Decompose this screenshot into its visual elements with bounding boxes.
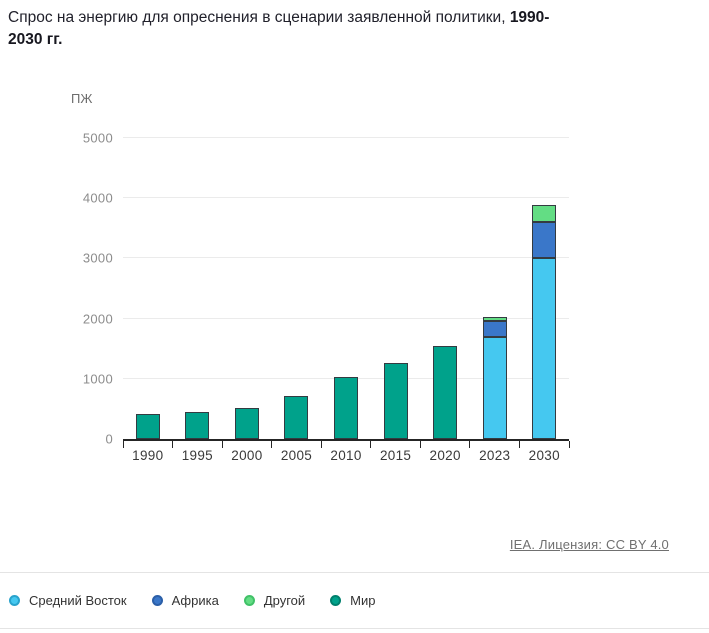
x-axis-label: 1995 <box>181 448 213 463</box>
legend-item-label: Другой <box>263 593 306 608</box>
chart-title-years: 1990-2030 гг. <box>8 9 550 48</box>
x-axis-labels: 1990 1995 2000 2005 2010 2015 2020 2023 2030 <box>123 448 569 463</box>
y-axis-tick-label: 0 <box>105 431 113 447</box>
bar-segment-2023[interactable] <box>482 337 507 439</box>
x-axis-label: 2000 <box>231 448 263 463</box>
bar-stack <box>234 408 259 439</box>
bar-segment-2015[interactable] <box>383 363 408 439</box>
plot-area <box>122 137 570 448</box>
y-axis-tick-label: 3000 <box>82 250 113 266</box>
bar-stack <box>135 414 160 439</box>
axis-tick <box>419 441 421 448</box>
axis-tick <box>172 441 174 448</box>
gridline <box>123 257 569 259</box>
bar-2023[interactable] <box>470 138 520 439</box>
bar-stack <box>532 204 557 439</box>
gridline <box>123 197 569 199</box>
axis-tick <box>518 441 520 448</box>
legend-dot-icon <box>330 595 342 606</box>
bar-2010[interactable] <box>321 138 371 439</box>
bar-segment-2023[interactable] <box>482 321 507 338</box>
x-axis-ticks <box>122 439 570 448</box>
bar-2005[interactable] <box>272 138 322 439</box>
bar-2030[interactable] <box>520 138 570 439</box>
bar-segment-2005[interactable] <box>284 395 309 439</box>
bar-2000[interactable] <box>222 138 272 439</box>
bar-segment-1990[interactable] <box>135 414 160 439</box>
bar-segment-1995[interactable] <box>185 411 210 439</box>
legend: Средний Восток Африка Другой Мир <box>0 572 709 629</box>
attribution-link[interactable]: IEA. Лицензия: CC BY 4.0 <box>509 537 669 552</box>
legend-item-label: Мир <box>350 593 376 608</box>
axis-tick <box>568 441 570 448</box>
bar-segment-2030[interactable] <box>532 258 557 439</box>
bar-stack <box>284 395 309 439</box>
bar-stack <box>334 377 359 439</box>
y-axis-tick-label: 2000 <box>82 311 113 327</box>
bar-stack <box>185 411 210 439</box>
x-axis-label: 1990 <box>132 448 164 463</box>
bar-stack <box>383 363 408 439</box>
legend-item-label: Средний Восток <box>29 593 127 608</box>
bars-container <box>123 138 569 439</box>
axis-tick <box>221 441 223 448</box>
chart-title: Спрос на энергию для опреснения в сценар… <box>8 7 560 50</box>
bar-1990[interactable] <box>123 138 173 439</box>
legend-dot-icon <box>151 595 163 606</box>
bar-stack <box>482 316 507 439</box>
y-axis-tick-label: 1000 <box>82 371 113 387</box>
bar-stack <box>433 346 458 439</box>
bar-segment-2023[interactable] <box>482 316 507 322</box>
axis-tick <box>320 441 322 448</box>
bar-segment-2010[interactable] <box>334 377 359 439</box>
gridline <box>123 137 569 138</box>
legend-item-африка[interactable]: Африка <box>151 593 219 608</box>
legend-dot-icon <box>9 595 20 606</box>
legend-item-другой[interactable]: Другой <box>243 593 306 608</box>
axis-tick <box>469 441 471 448</box>
legend-dot-icon <box>243 595 255 606</box>
x-axis-label: 2005 <box>280 448 313 463</box>
bar-1995[interactable] <box>173 138 223 439</box>
bar-2020[interactable] <box>420 138 470 439</box>
chart-title-text: Спрос на энергию для опреснения в сценар… <box>8 9 510 26</box>
gridline <box>123 317 569 319</box>
x-axis-label: 2010 <box>330 448 362 463</box>
x-axis-label: 2023 <box>479 448 511 463</box>
y-axis-tick-label: 4000 <box>82 190 113 206</box>
x-axis-label: 2030 <box>528 448 560 463</box>
legend-item-label: Африка <box>171 593 219 608</box>
bar-segment-2000[interactable] <box>234 408 259 439</box>
bar-segment-2030[interactable] <box>532 221 557 259</box>
y-axis-labels: 0 1000 2000 3000 4000 5000 <box>0 131 113 447</box>
bar-segment-2020[interactable] <box>433 346 458 439</box>
bar-segment-2030[interactable] <box>532 204 557 222</box>
x-axis-label: 2020 <box>429 448 461 463</box>
x-axis-label: 2015 <box>379 448 412 463</box>
legend-item-средний-восток[interactable]: Средний Восток <box>9 593 127 608</box>
axis-tick <box>370 441 372 448</box>
axis-tick <box>271 441 273 448</box>
bar-2015[interactable] <box>371 138 421 439</box>
axis-tick <box>122 441 124 448</box>
legend-item-мир[interactable]: Мир <box>330 593 375 608</box>
y-axis-tick-label: 5000 <box>82 130 113 146</box>
y-axis-unit-label: ПЖ <box>71 91 93 106</box>
